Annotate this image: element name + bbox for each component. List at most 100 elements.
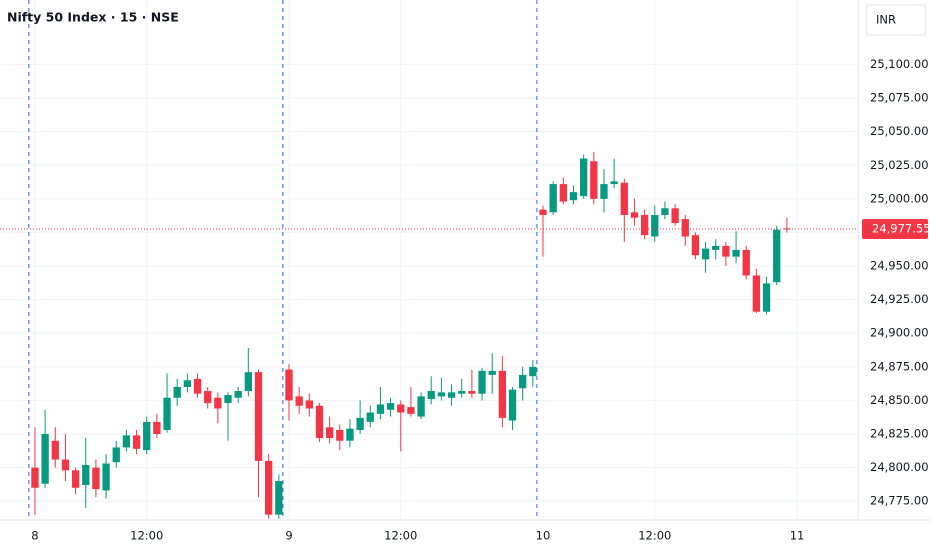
candle-body	[143, 421, 151, 451]
y-tick-label: 25,000.00	[870, 191, 929, 205]
candle-body	[336, 429, 344, 441]
candle-body	[397, 404, 405, 413]
y-tick-label: 25,050.00	[870, 124, 929, 138]
candle-body	[386, 403, 395, 410]
candle-body	[488, 370, 496, 375]
x-tick-label: 12:00	[638, 529, 671, 543]
candle-body	[722, 245, 730, 257]
candle-body	[356, 417, 364, 430]
candle-body	[315, 405, 324, 439]
candle-body	[559, 184, 567, 202]
candle-body	[458, 391, 466, 394]
candle-body	[183, 380, 192, 387]
candle-body	[153, 421, 161, 435]
candle-body	[234, 391, 242, 398]
candle-body	[640, 214, 649, 236]
x-tick-label: 12:00	[130, 529, 163, 543]
candle-body	[539, 209, 547, 215]
candle-body	[346, 428, 354, 441]
candle-body	[31, 467, 39, 488]
candle-body	[478, 370, 486, 394]
y-tick-label: 24,925.00	[870, 292, 929, 306]
candle-body	[661, 208, 669, 215]
candle-body	[671, 208, 679, 224]
candle-body	[701, 248, 710, 260]
candle-body	[508, 389, 517, 421]
candle-body	[651, 214, 659, 237]
candle-body	[447, 392, 456, 398]
y-tick-label: 24,850.00	[870, 393, 929, 407]
x-tick-label: 12:00	[384, 529, 417, 543]
candle-body	[285, 369, 293, 401]
candle-body	[193, 378, 202, 394]
candle-body	[762, 283, 771, 312]
candle-body	[204, 391, 212, 404]
candle-body	[732, 249, 740, 257]
candle-body	[569, 192, 578, 201]
candle-body	[92, 467, 100, 490]
candle-body	[773, 229, 781, 283]
candle-body	[407, 407, 415, 414]
candle-body	[122, 435, 131, 448]
currency-label[interactable]: INR	[876, 13, 896, 27]
plot	[31, 151, 791, 519]
candle-body	[681, 219, 689, 237]
candle-body	[529, 366, 537, 377]
candle-body	[590, 161, 598, 199]
candle-body	[244, 372, 252, 392]
candle-body	[254, 372, 263, 461]
y-tick-label: 25,075.00	[870, 91, 929, 105]
candle-body	[376, 404, 385, 414]
candle-body	[427, 391, 435, 400]
candle-body	[214, 397, 222, 409]
grid	[0, 0, 858, 520]
candle-body	[61, 459, 70, 471]
candle-body	[265, 460, 273, 515]
candle-body	[295, 396, 303, 406]
candle-body	[417, 396, 425, 417]
y-tick-label: 25,025.00	[870, 158, 929, 172]
candle-body	[41, 434, 49, 484]
last-price-box	[862, 219, 928, 240]
candle-body	[630, 212, 639, 218]
x-tick-label: 9	[285, 529, 292, 543]
candle-body	[325, 427, 334, 439]
candle-body	[742, 249, 750, 276]
candle-body	[691, 235, 700, 256]
candle-body	[366, 412, 374, 422]
candle-body	[112, 447, 120, 463]
candle-body	[600, 184, 608, 199]
candle-body	[498, 370, 507, 418]
candle-body	[437, 392, 446, 397]
candle-body	[275, 481, 283, 515]
y-tick-label: 24,900.00	[870, 326, 929, 340]
y-tick-label: 24,950.00	[870, 259, 929, 273]
candle-body	[712, 245, 720, 250]
candle-body	[132, 435, 141, 449]
last-price-label: 24,977.55	[872, 222, 931, 236]
chart-title: Nifty 50 Index · 15 · NSE	[7, 10, 179, 25]
candle-body	[752, 275, 761, 312]
candle-body	[82, 464, 90, 486]
y-tick-label: 24,800.00	[870, 460, 929, 474]
y-tick-label: 24,875.00	[870, 359, 929, 373]
candle-body	[579, 158, 588, 197]
x-tick-label: 8	[31, 529, 38, 543]
candle-body	[102, 463, 110, 491]
candle-body	[468, 391, 476, 394]
candle-body	[173, 386, 181, 398]
y-tick-label: 24,775.00	[870, 494, 929, 508]
candle-body	[163, 397, 171, 430]
candle-body	[549, 184, 557, 213]
y-tick-label: 25,100.00	[870, 57, 929, 71]
candle-body	[305, 400, 313, 409]
candle-body	[519, 374, 527, 389]
candle-body	[224, 395, 232, 404]
x-tick-label: 10	[536, 529, 551, 543]
x-tick-label: 11	[790, 529, 805, 543]
y-tick-label: 24,825.00	[870, 427, 929, 441]
currency-button[interactable]	[865, 4, 927, 36]
candle-body	[620, 182, 628, 215]
candle-body	[51, 440, 59, 460]
